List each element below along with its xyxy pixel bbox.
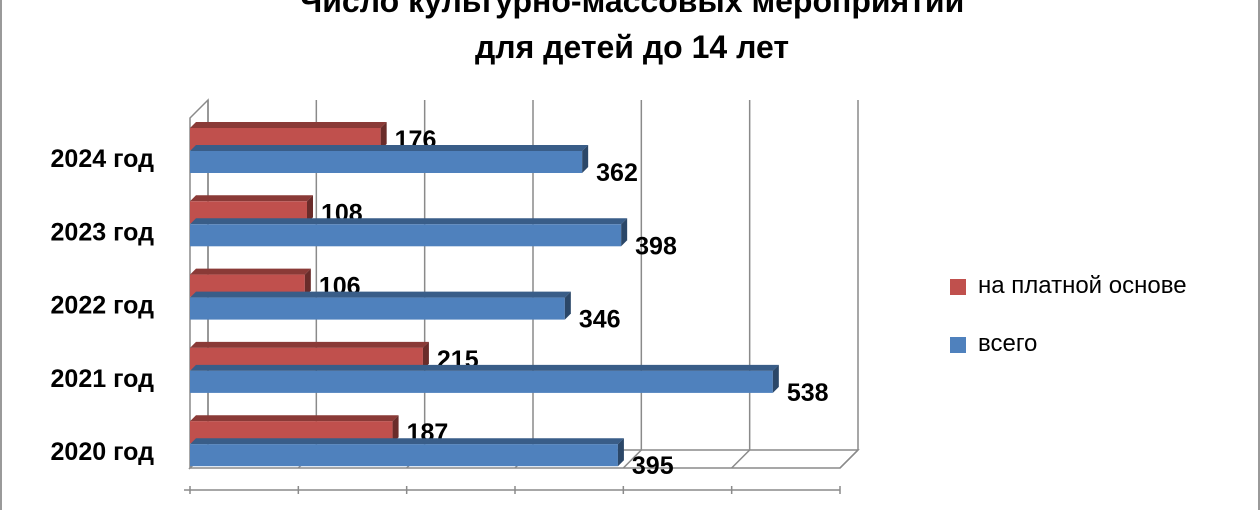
chart-title-line-2: для детей до 14 лет — [474, 29, 790, 65]
bar — [190, 201, 307, 224]
bar-top — [190, 195, 313, 202]
bar-top — [190, 122, 387, 128]
data-label: 538 — [787, 379, 829, 407]
legend-swatch-paid — [950, 279, 966, 295]
bar-end — [772, 364, 779, 393]
bar-end — [582, 145, 589, 173]
bar — [190, 274, 305, 297]
bar — [190, 151, 583, 173]
bar — [190, 421, 393, 444]
bar-top — [190, 218, 628, 225]
bar-end — [392, 415, 399, 444]
data-label: 395 — [632, 452, 674, 480]
data-label: 398 — [635, 232, 677, 260]
bar — [190, 370, 773, 393]
category-label: 2020 год — [51, 438, 155, 466]
bar — [190, 444, 618, 467]
bar-top — [190, 291, 571, 298]
gridline-depth — [731, 449, 751, 469]
bar-top — [190, 268, 311, 275]
bar — [190, 128, 381, 150]
bar — [190, 347, 423, 370]
bar-end — [380, 122, 387, 150]
bar-top — [190, 145, 589, 151]
category-label: 2021 год — [51, 365, 155, 393]
bar — [190, 297, 565, 320]
gridline-depth — [839, 449, 859, 469]
category-label: 2024 год — [51, 145, 155, 173]
legend-label-total: всего — [978, 330, 1038, 357]
legend-swatch-total — [950, 337, 966, 353]
legend-label-paid: на платной основе — [978, 272, 1187, 299]
category-label: 2023 год — [51, 218, 155, 246]
bar — [190, 224, 622, 247]
bar-end — [564, 291, 571, 320]
bar-end — [422, 341, 429, 370]
bar-top — [190, 341, 429, 348]
chart-title: Число культурно-массовых мероприятий для… — [2, 0, 1260, 70]
bar-top — [190, 364, 779, 371]
bar-end — [304, 268, 311, 297]
chart-title-line-1: Число культурно-массовых мероприятий — [299, 0, 965, 19]
data-label: 362 — [596, 159, 638, 187]
category-label: 2022 год — [51, 292, 155, 320]
bar-end — [621, 218, 628, 247]
bar-top — [190, 415, 399, 422]
bar-end — [617, 438, 624, 467]
gridline-depth — [622, 449, 642, 469]
data-label: 346 — [579, 306, 621, 334]
bar-end — [307, 195, 313, 224]
bar-top — [190, 438, 624, 445]
